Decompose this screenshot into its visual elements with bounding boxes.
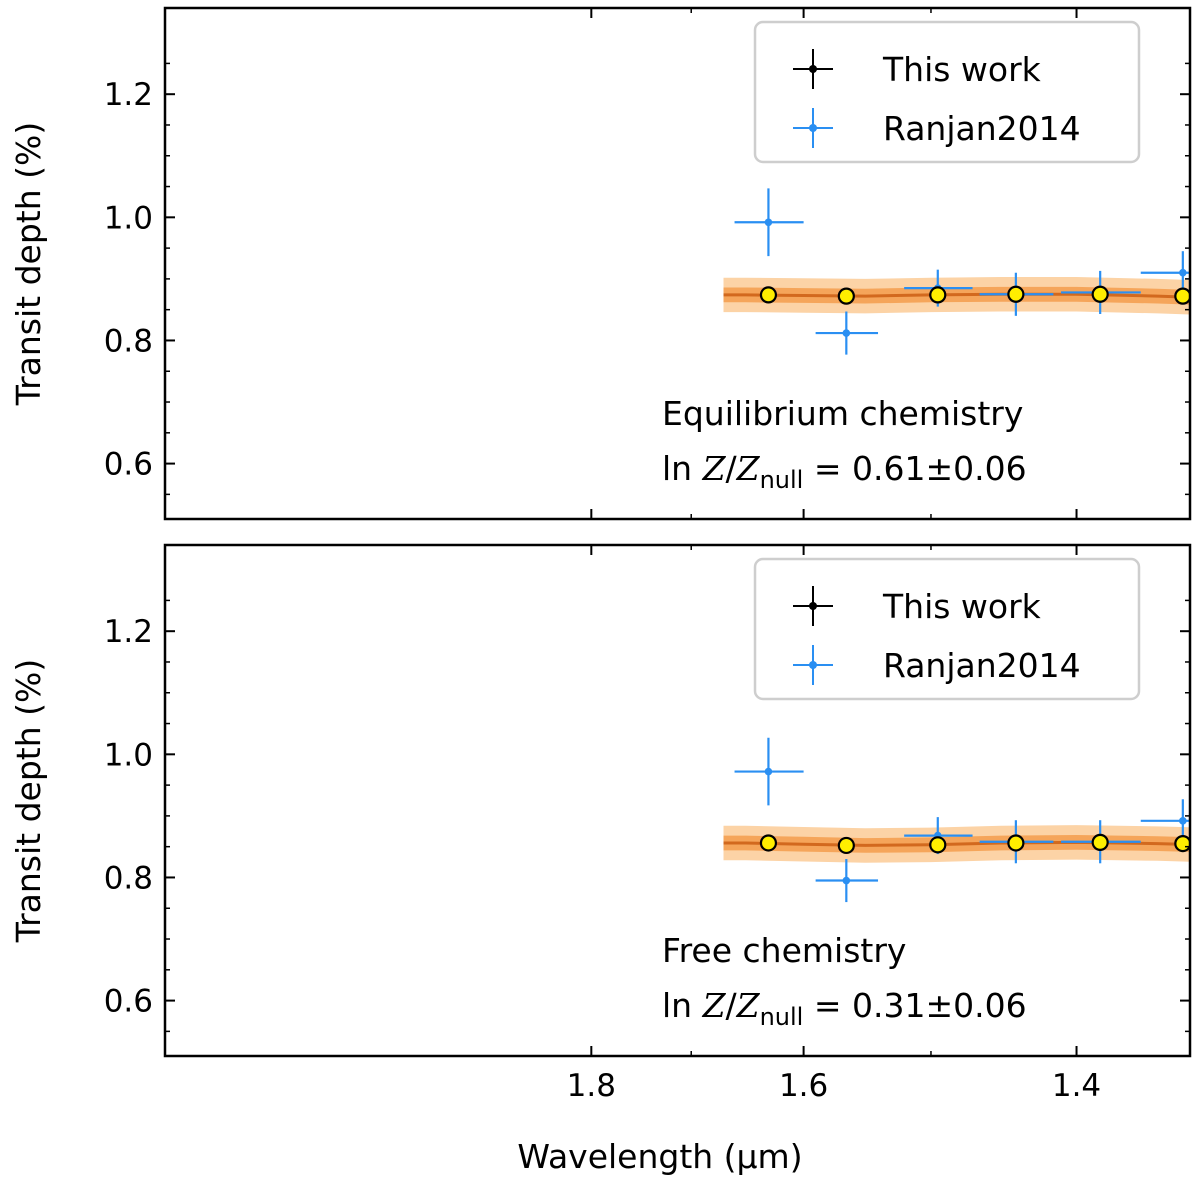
y-tick-label: 0.8 xyxy=(104,323,153,359)
legend: This work Ranjan2014 xyxy=(753,20,1141,164)
y-tick-label: 0.8 xyxy=(104,860,153,896)
legend-this-work-label: This work xyxy=(882,50,1042,89)
legend-box xyxy=(753,557,1141,701)
x-tick-label: 1.8 xyxy=(567,1068,616,1104)
evidence-annotation: ln Z/Znull = 0.61±0.06 xyxy=(662,449,1027,494)
y-axis-label: Transit depth (%) xyxy=(9,659,48,943)
binned-model-marker xyxy=(1174,287,1190,305)
binned-model-marker xyxy=(1007,285,1025,303)
ranjan-point xyxy=(764,767,773,776)
legend: This work Ranjan2014 xyxy=(753,557,1141,701)
legend-this-work-marker xyxy=(809,602,817,610)
legend-this-work-label: This work xyxy=(882,587,1042,626)
legend-box xyxy=(753,20,1141,164)
bottom-panel: 0.60.81.01.20.50.60.70.80.91.01.21.41.61… xyxy=(9,543,1192,1104)
binned-model-marker xyxy=(1091,833,1109,851)
binned-model-marker xyxy=(837,836,855,855)
top-panel: 0.6 0.8 1.0 1.2 Transit depth (%) This work Ra… xyxy=(9,6,1192,521)
binned-model-marker xyxy=(929,836,947,854)
legend-ranjan-marker xyxy=(809,124,817,132)
y-tick-label: 0.6 xyxy=(104,984,153,1020)
y-tick-label: 1.0 xyxy=(104,737,153,773)
x-tick-label: 1.4 xyxy=(1052,1068,1101,1104)
y-tick-label: 0.6 xyxy=(104,447,153,483)
ranjan-point xyxy=(764,218,773,227)
binned-model-marker xyxy=(759,834,778,852)
y-tick-label: 1.2 xyxy=(104,614,153,650)
legend-this-work-marker xyxy=(809,65,817,73)
ranjan-point xyxy=(1179,268,1187,277)
plot-area xyxy=(723,188,1190,355)
legend-ranjan-marker xyxy=(809,661,817,669)
legend-ranjan-label: Ranjan2014 xyxy=(883,646,1081,685)
evidence-annotation: ln Z/Znull = 0.31±0.06 xyxy=(662,986,1027,1031)
binned-model-marker xyxy=(1174,834,1190,853)
axes-frame xyxy=(163,6,1192,521)
y-tick-label: 1.0 xyxy=(104,200,153,236)
y-axis-label: Transit depth (%) xyxy=(9,122,48,406)
ranjan-point xyxy=(1179,817,1187,825)
x-axis-label: Wavelength (μm) xyxy=(517,1137,802,1176)
ranjan-point xyxy=(842,329,851,337)
binned-model-marker xyxy=(1007,834,1025,852)
binned-model-marker xyxy=(1091,285,1109,303)
y-tick-label: 1.2 xyxy=(104,77,153,113)
binned-model-marker xyxy=(759,286,778,304)
binned-model-marker xyxy=(929,286,947,304)
axes-frame xyxy=(163,543,1192,1058)
binned-model-marker xyxy=(837,287,855,305)
model-annotation-title: Equilibrium chemistry xyxy=(662,394,1023,433)
legend-ranjan-label: Ranjan2014 xyxy=(883,109,1081,148)
plot-area xyxy=(723,737,1190,903)
model-annotation-title: Free chemistry xyxy=(662,931,906,970)
x-tick-label: 1.6 xyxy=(779,1068,828,1104)
ranjan-point xyxy=(842,876,851,885)
